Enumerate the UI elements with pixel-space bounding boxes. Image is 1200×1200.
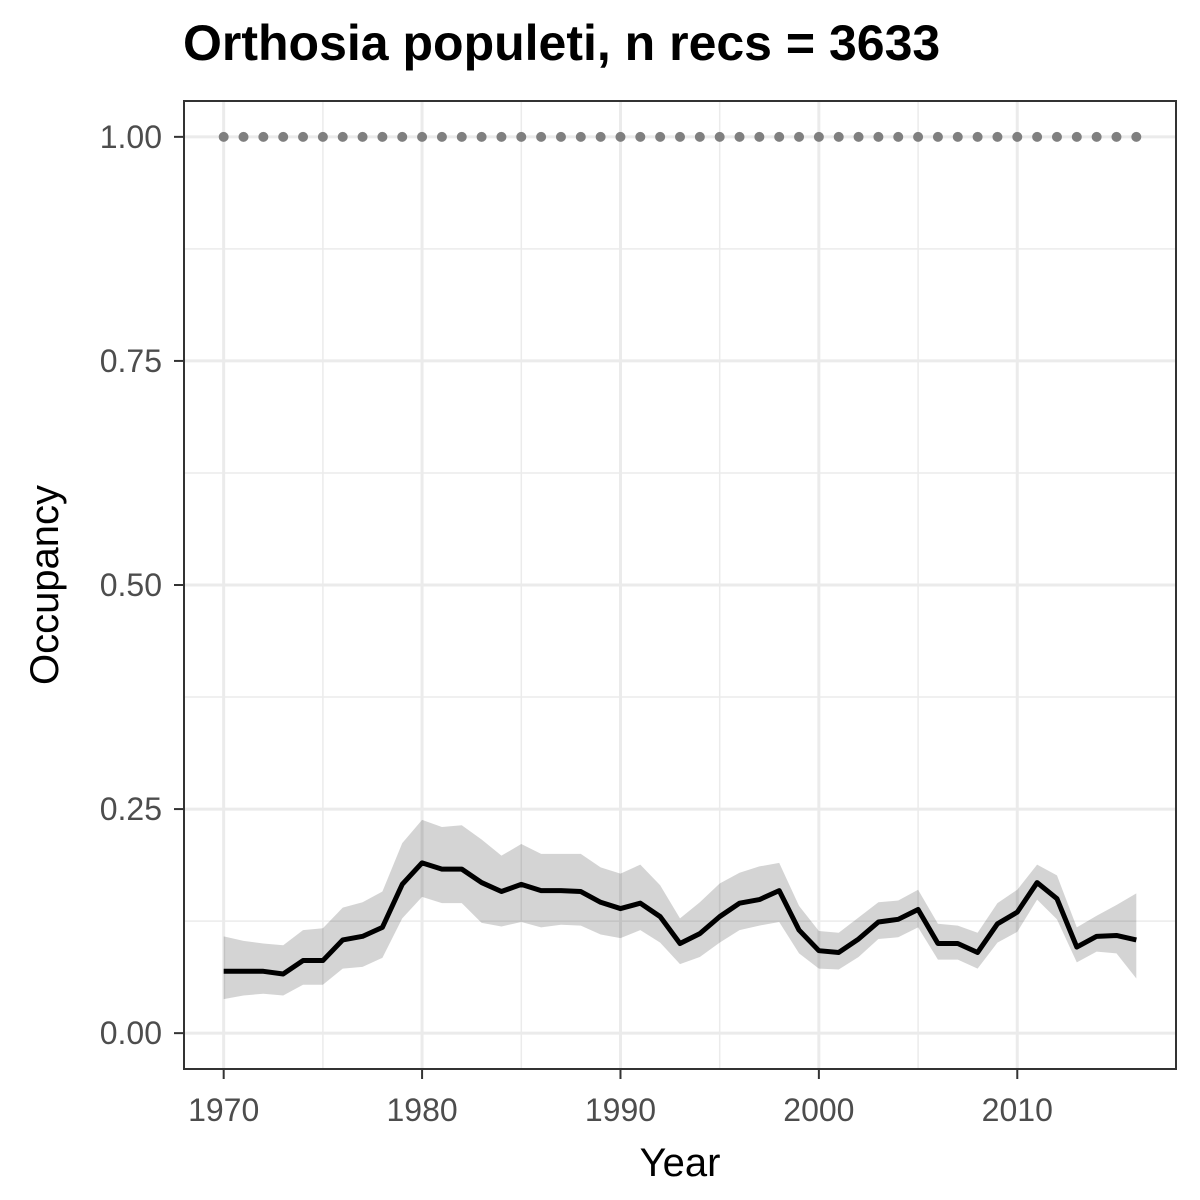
dotted-point bbox=[794, 131, 805, 142]
dotted-point bbox=[1012, 131, 1023, 142]
dotted-point bbox=[218, 131, 229, 142]
dotted-point bbox=[714, 131, 725, 142]
x-tick-label: 1980 bbox=[386, 1092, 457, 1128]
dotted-point bbox=[417, 131, 428, 142]
dotted-point bbox=[357, 131, 368, 142]
dotted-point bbox=[694, 131, 705, 142]
y-axis: 0.00 0.25 0.50 0.75 1.00 bbox=[100, 119, 184, 1051]
dotted-point bbox=[1071, 131, 1082, 142]
dotted-point bbox=[853, 131, 864, 142]
dotted-point bbox=[496, 131, 507, 142]
dotted-point bbox=[258, 131, 269, 142]
dotted-point bbox=[675, 131, 685, 142]
dotted-point bbox=[873, 131, 884, 142]
x-tick-label: 2010 bbox=[982, 1092, 1053, 1128]
confidence-band-layer bbox=[223, 819, 1137, 1000]
dotted-point bbox=[615, 131, 626, 142]
y-tick-label: 0.75 bbox=[100, 343, 162, 379]
x-tick-label: 1970 bbox=[188, 1092, 259, 1128]
dotted-point bbox=[337, 131, 348, 142]
dotted-point bbox=[317, 131, 328, 142]
chart-title: Orthosia populeti, n recs = 3633 bbox=[183, 15, 941, 71]
dotted-point bbox=[972, 131, 983, 142]
y-tick-label: 0.00 bbox=[100, 1015, 162, 1051]
dotted-point bbox=[893, 131, 904, 142]
dotted-point bbox=[476, 131, 487, 142]
y-tick-label: 0.50 bbox=[100, 567, 162, 603]
dotted-point bbox=[1111, 131, 1122, 142]
confidence-band bbox=[223, 819, 1137, 1000]
dotted-point bbox=[635, 131, 646, 142]
y-axis-title: Occupancy bbox=[23, 485, 67, 685]
y-tick-label: 1.00 bbox=[100, 119, 162, 155]
y-tick-label: 0.25 bbox=[100, 791, 162, 827]
occupancy-line bbox=[223, 860, 1137, 977]
x-axis: 1970 1980 1990 2000 2010 bbox=[188, 1069, 1053, 1128]
dotted-point bbox=[1051, 131, 1062, 142]
dotted-point bbox=[516, 131, 527, 142]
dotted-point bbox=[1032, 131, 1043, 142]
dotted-point bbox=[774, 131, 785, 142]
dotted-point bbox=[298, 131, 309, 142]
dotted-point bbox=[436, 131, 447, 142]
dotted-point bbox=[913, 131, 924, 142]
dotted-point bbox=[932, 131, 943, 142]
x-tick-label: 2000 bbox=[783, 1092, 854, 1128]
dotted-point bbox=[813, 131, 824, 142]
dotted-point bbox=[992, 131, 1003, 142]
dotted-point bbox=[595, 131, 606, 142]
dotted-point bbox=[377, 131, 388, 142]
x-tick-label: 1990 bbox=[585, 1092, 656, 1128]
series-line-layer bbox=[223, 860, 1137, 977]
dotted-point bbox=[833, 131, 844, 142]
dotted-series-layer bbox=[218, 131, 1142, 142]
dotted-point bbox=[238, 131, 249, 142]
dotted-point bbox=[952, 131, 963, 142]
dotted-point bbox=[575, 131, 586, 142]
x-axis-title: Year bbox=[640, 1141, 721, 1185]
dotted-point bbox=[1131, 131, 1142, 142]
dotted-point bbox=[734, 131, 745, 142]
dotted-point bbox=[397, 131, 408, 142]
dotted-point bbox=[1091, 131, 1102, 142]
dotted-point bbox=[456, 131, 467, 142]
dotted-point bbox=[555, 131, 566, 142]
dotted-point bbox=[536, 131, 547, 142]
dotted-point bbox=[754, 131, 765, 142]
dotted-point bbox=[655, 131, 666, 142]
dotted-point bbox=[278, 131, 289, 142]
